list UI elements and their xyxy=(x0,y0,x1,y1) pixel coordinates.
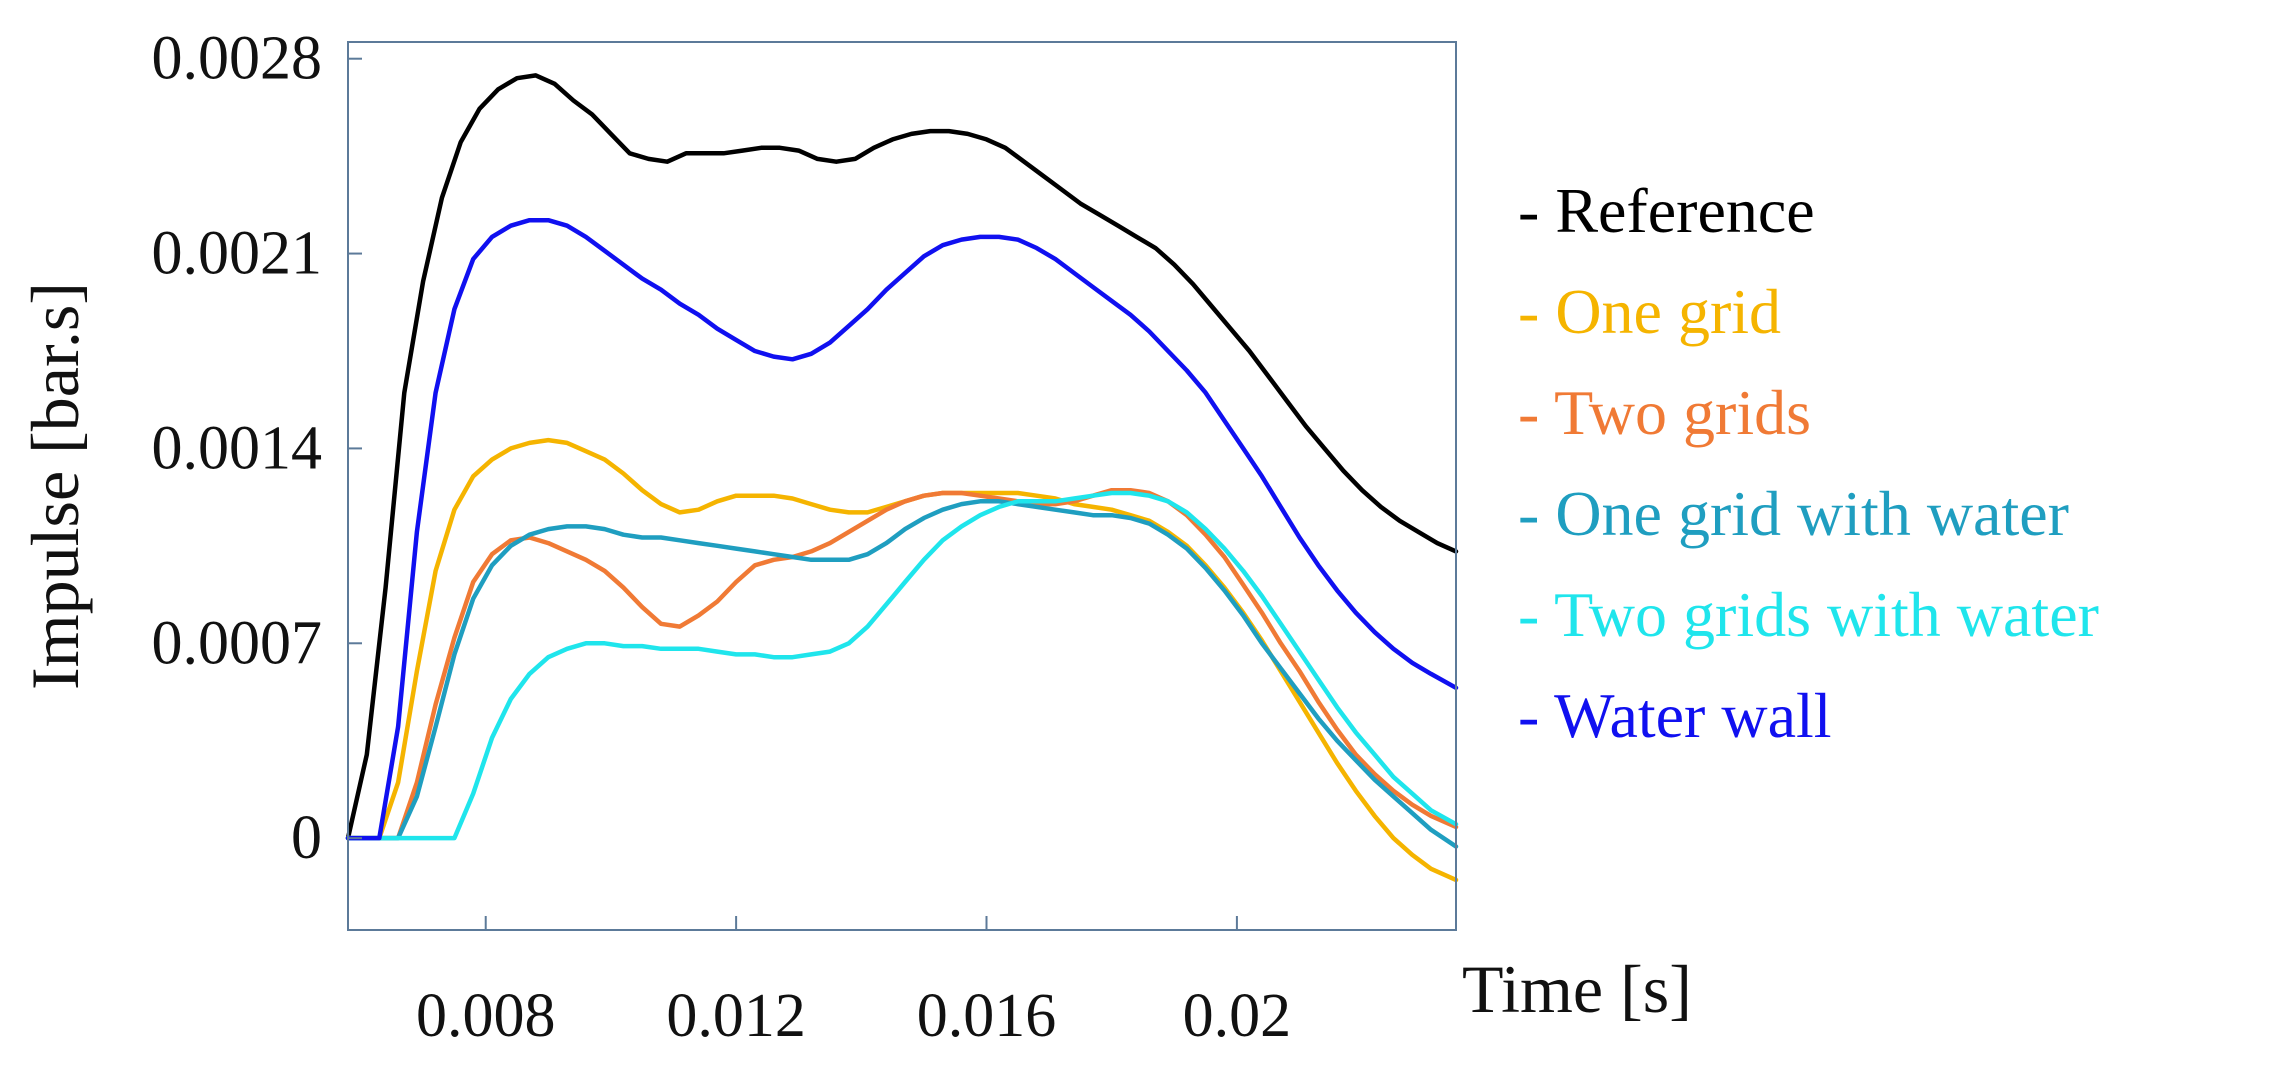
y-tick-label: 0 xyxy=(291,804,322,872)
series-line-two-grids-with-water xyxy=(345,490,1459,841)
series-line-water-wall xyxy=(345,217,1459,841)
plot-frame xyxy=(347,41,1457,931)
x-axis-title: Time [s] xyxy=(1462,951,1692,1027)
series-line-reference xyxy=(345,73,1459,841)
series-line-two-grids xyxy=(345,487,1459,841)
y-axis-title: Impulse [bar.s] xyxy=(17,282,93,690)
legend: - Reference - One grid - Two grids - One gr… xyxy=(1518,175,2099,751)
legend-item-one-grid-with-water: - One grid with water xyxy=(1518,478,2069,549)
y-tick-label: 0.0007 xyxy=(152,609,323,677)
y-tick-label: 0.0014 xyxy=(152,414,323,482)
y-tick-label: 0.0021 xyxy=(152,220,323,288)
series-layer xyxy=(345,73,1459,883)
y-tick-label: 0.0028 xyxy=(152,25,323,93)
legend-item-two-grids: - Two grids xyxy=(1518,377,1811,448)
series-line-one-grid-with-water xyxy=(345,499,1459,849)
x-tick-label: 0.02 xyxy=(1183,982,1292,1050)
x-tick-label: 0.008 xyxy=(416,982,556,1050)
axes-layer: 0 0.0007 0.0014 0.0021 0.0028 0.008 0.012 0.016… xyxy=(152,25,1292,1050)
legend-item-one-grid: - One grid xyxy=(1518,276,1781,347)
legend-item-water-wall: - Water wall xyxy=(1518,680,1832,751)
x-tick-label: 0.016 xyxy=(917,982,1057,1050)
legend-item-reference: - Reference xyxy=(1518,175,1815,246)
x-tick-label: 0.012 xyxy=(666,982,806,1050)
legend-item-two-grids-with-water: - Two grids with water xyxy=(1518,579,2099,650)
